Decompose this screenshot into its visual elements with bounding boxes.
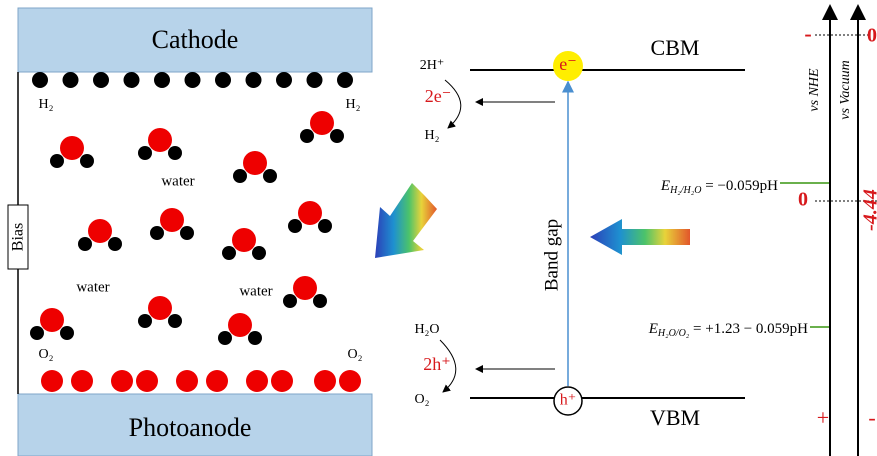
atom [246,370,268,392]
o2-label: O₂ [348,347,363,362]
bias-label: Bias [10,223,27,251]
atom [293,276,317,300]
atom [288,219,302,233]
atom [246,72,262,88]
expression: = +1.23 − 0.059pH [689,321,808,337]
water-label: water [161,173,194,189]
atom [71,370,93,392]
diagram: Cathode Photoanode Bias H₂ H₂ water wate… [0,0,877,456]
reactant: H₂O [414,322,439,337]
atom [228,313,252,337]
atom [80,154,94,168]
holes: 2h⁺ [423,354,451,374]
atom [283,294,297,308]
light-arrow [375,183,437,258]
atom [124,72,140,88]
atom [263,169,277,183]
cathode-label: Cathode [152,25,239,54]
atom [180,226,194,240]
atom [93,72,109,88]
nhe-label: vs NHE [807,68,822,112]
potential-equation: EH₂O/O₂ = +1.23 − 0.059pH [648,321,808,339]
atom [111,370,133,392]
photoanode-label: Photoanode [129,413,252,442]
molecules [30,72,361,392]
atom [40,308,64,332]
subscript: H₂/H₂O [669,185,701,196]
water-label: water [239,283,272,299]
water-label: water [76,279,109,295]
atom [271,370,293,392]
atom [108,237,122,251]
symbol: E [660,178,670,194]
atom [78,237,92,251]
atom [60,326,74,340]
atom [206,370,228,392]
vacuum-label: vs Vacuum [838,60,853,120]
atom [337,72,353,88]
electrons: 2e⁻ [425,86,452,106]
h2-label: H₂ [346,97,361,112]
o2-label: O₂ [39,347,54,362]
product: H₂ [425,128,440,143]
atom [168,146,182,160]
atom [176,370,198,392]
reactant: 2H⁺ [420,58,445,73]
band-gap-label: Band gap [541,219,562,291]
vbm-label: VBM [650,405,700,430]
atom [314,370,336,392]
atom [154,72,170,88]
atom [63,72,79,88]
cbm-label: CBM [651,35,700,60]
vacuum-middle-value: -4.44 [860,189,877,231]
product: O₂ [415,392,430,407]
vacuum-bottom-sign: - [868,405,875,430]
atom [232,228,256,252]
atom [138,314,152,328]
atom [298,201,322,225]
atom [330,129,344,143]
atom [41,370,63,392]
atom [32,72,48,88]
atom [150,226,164,240]
atom [168,314,182,328]
atom [252,246,266,260]
atom [160,208,184,232]
atom [215,72,231,88]
atom [30,326,44,340]
atom [185,72,201,88]
subscript: H₂O/O₂ [657,328,690,339]
nhe-bottom-sign: + [817,405,829,430]
atom [318,219,332,233]
h2-label: H₂ [39,97,54,112]
atom [222,246,236,260]
atom [307,72,323,88]
hole-label: h⁺ [560,392,576,409]
atom [136,370,158,392]
symbol: E [648,321,658,337]
nhe-zero: 0 [798,189,808,211]
atom [243,151,267,175]
atom [339,370,361,392]
atom [148,128,172,152]
atom [50,154,64,168]
light-arrow [590,219,690,255]
atom [300,129,314,143]
potential-equation: EH₂/H₂O = −0.059pH [660,178,778,196]
atom [248,331,262,345]
atom [88,219,112,243]
expression: = −0.059pH [701,178,778,194]
atom [233,169,247,183]
atom [276,72,292,88]
atom [60,136,84,160]
atom [218,331,232,345]
atom [313,294,327,308]
atom [148,296,172,320]
vacuum-top-value: 0 [867,25,877,47]
nhe-top-sign: - [804,21,811,46]
electron-label: e⁻ [559,54,577,74]
atom [138,146,152,160]
atom [310,111,334,135]
